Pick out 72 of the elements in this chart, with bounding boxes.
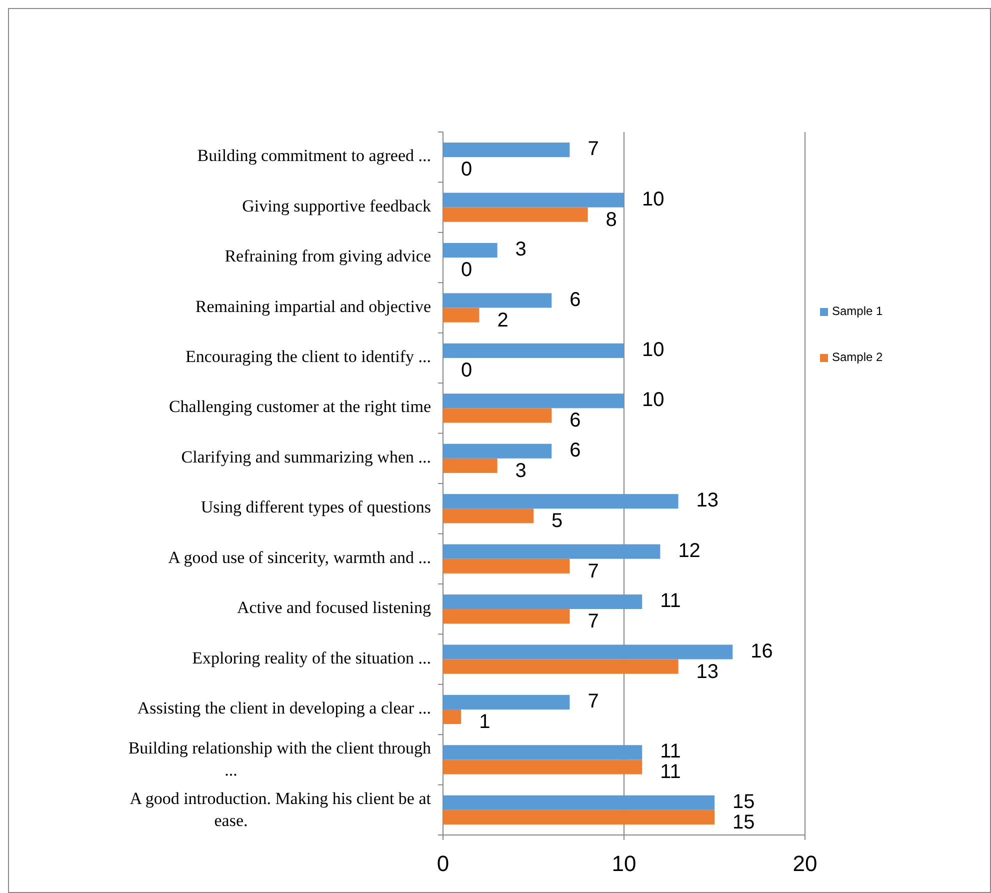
data-label: 11 (660, 740, 681, 763)
data-label: 10 (642, 338, 664, 361)
data-label: 3 (515, 460, 526, 482)
y-tick-label: Encouraging the client to identify ... (186, 346, 431, 366)
bar (443, 494, 678, 509)
bar (443, 508, 534, 524)
y-tick-label: A good introduction. Making his client be at ease. (130, 788, 432, 830)
y-tick-label: Using different types of questions (200, 498, 431, 517)
y-tick-label: Assisting the client in developing a clear ... (137, 698, 431, 718)
data-label: 6 (570, 439, 581, 462)
bar (443, 458, 498, 473)
y-tick-label: Building commitment to agreed ... (197, 146, 431, 166)
data-label: 3 (515, 238, 526, 261)
legend-label: Sample 1 (832, 304, 884, 318)
bar (443, 408, 552, 423)
x-tick-label: 10 (612, 851, 636, 876)
data-label: 0 (461, 158, 472, 181)
bar (443, 343, 624, 358)
data-label: 6 (570, 288, 581, 311)
bar (443, 694, 570, 710)
y-tick-label: A good use of sincerity, warmth and ... (168, 548, 431, 567)
y-tick-label: Building relationship with the client through ... (128, 738, 432, 780)
bar (443, 142, 570, 158)
data-label: 10 (642, 188, 664, 210)
data-label: 16 (750, 640, 773, 662)
data-label: 5 (552, 510, 563, 532)
bar (443, 444, 552, 458)
bar (443, 709, 462, 724)
bar (443, 558, 570, 574)
bar (443, 609, 570, 624)
bar (443, 394, 624, 408)
bar (443, 644, 733, 660)
bar (443, 760, 642, 774)
y-tick-label: Active and focused listening (236, 598, 432, 617)
y-tick-label: Refraining from giving advice (224, 246, 431, 266)
y-tick-label: Clarifying and summarizing when ... (181, 447, 431, 466)
bar (443, 207, 588, 222)
bar (443, 544, 660, 559)
data-label: 7 (588, 138, 599, 160)
x-tick-label: 20 (792, 851, 818, 876)
y-tick-label: Remaining impartial and objective (195, 296, 431, 316)
data-label: 2 (497, 309, 508, 332)
bar (443, 308, 480, 322)
data-label: 13 (696, 660, 719, 683)
y-tick-label: Challenging customer at the right time (168, 397, 431, 416)
bar (443, 659, 678, 674)
y-tick-label: Exploring reality of the situation ... (192, 648, 431, 668)
data-label: 7 (588, 610, 599, 633)
data-label: 11 (660, 590, 681, 612)
bar (443, 810, 714, 824)
legend-label: Sample 2 (832, 350, 884, 364)
y-tick-label: Giving supportive feedback (242, 196, 432, 216)
data-label: 15 (732, 790, 755, 813)
bar (443, 745, 642, 760)
bar (443, 594, 642, 610)
data-label: 8 (606, 208, 617, 231)
data-label: 7 (588, 560, 599, 582)
data-label: 12 (678, 540, 700, 562)
data-label: 6 (570, 410, 581, 432)
data-label: 11 (660, 761, 681, 784)
data-label: 13 (696, 490, 719, 512)
bar (443, 293, 552, 308)
data-label: 7 (588, 690, 599, 712)
data-label: 1 (479, 711, 490, 734)
data-label: 10 (642, 389, 664, 412)
data-label: 0 (461, 360, 472, 382)
data-label: 15 (732, 811, 755, 834)
x-tick-label: 0 (436, 851, 450, 876)
data-label: 0 (461, 259, 472, 282)
bar (443, 242, 498, 258)
bar (443, 192, 624, 208)
bar (443, 795, 714, 810)
